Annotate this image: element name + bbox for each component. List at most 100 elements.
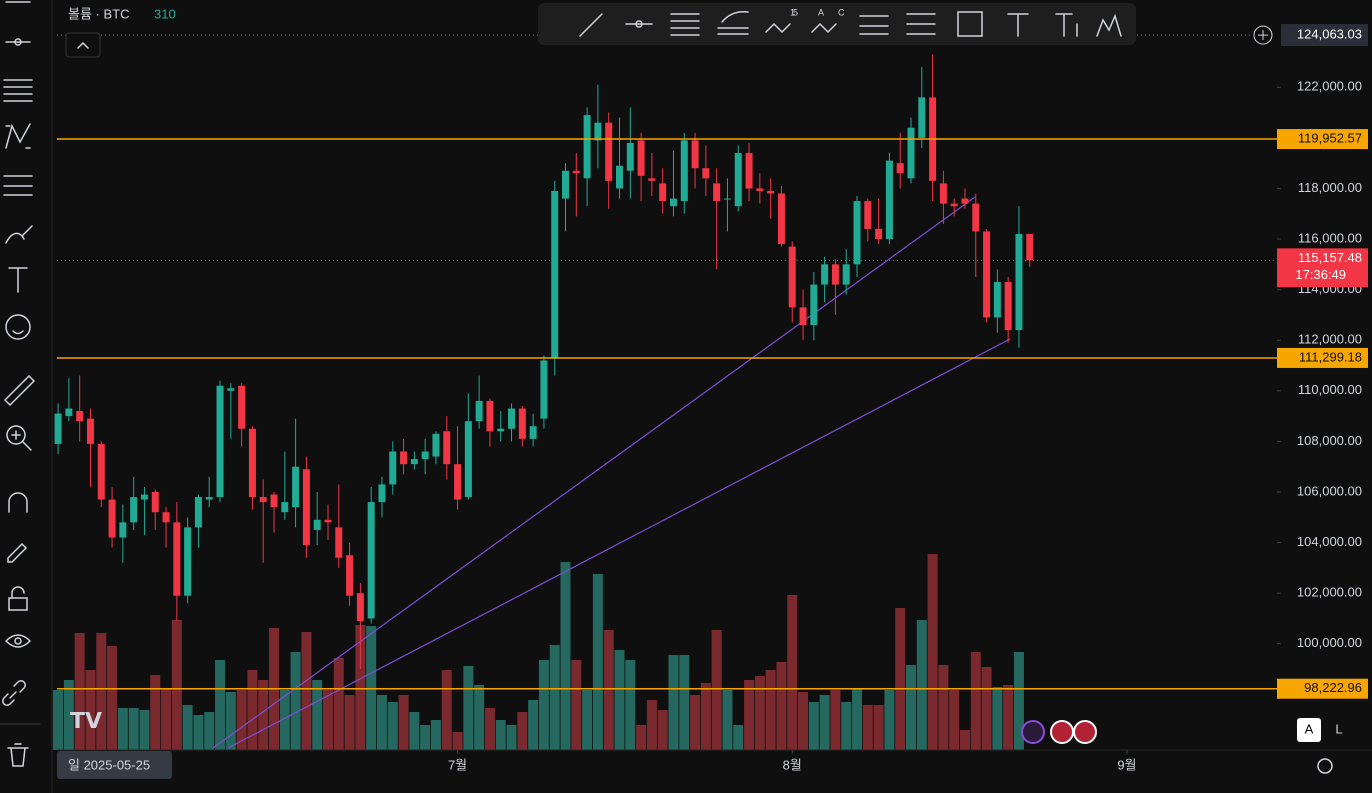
- volume-bar: [787, 595, 798, 750]
- volume-bar: [1003, 685, 1014, 750]
- y-tick-label: 100,000.00: [1297, 635, 1362, 650]
- candle-body: [205, 497, 213, 500]
- volume-bar: [949, 690, 960, 750]
- volume-bar: [711, 630, 722, 750]
- x-tick-label: 8월: [783, 757, 802, 772]
- y-tick-label: 104,000.00: [1297, 534, 1362, 549]
- legend-label: 볼륨 · BTC: [68, 6, 129, 21]
- candle-body: [659, 183, 667, 202]
- volume-bar: [700, 683, 711, 750]
- candle-body: [130, 497, 138, 523]
- volume-bar: [258, 680, 269, 750]
- y-tick-label: 122,000.00: [1297, 79, 1362, 94]
- candle-body: [788, 246, 796, 308]
- candle-body: [475, 400, 483, 422]
- candle-body: [464, 421, 472, 498]
- volume-bar: [107, 646, 118, 750]
- volume-bar: [150, 675, 161, 750]
- volume-bar: [625, 660, 636, 750]
- toolbar-mark: A: [818, 7, 824, 17]
- candle-body: [421, 451, 429, 460]
- toolbar-mark: C: [838, 7, 845, 17]
- y-tick-label: 112,000.00: [1298, 332, 1362, 347]
- volume-bar: [538, 660, 549, 750]
- candle-body: [432, 433, 440, 457]
- y-tick-label: 106,000.00: [1297, 483, 1362, 498]
- add-button[interactable]: [1253, 25, 1273, 45]
- settings-icon[interactable]: [1317, 758, 1333, 774]
- event-icon[interactable]: [1073, 720, 1097, 744]
- candle-body: [108, 499, 116, 538]
- volume-bar: [765, 670, 776, 750]
- volume-bar: [301, 632, 312, 750]
- trend-line: [212, 196, 976, 749]
- volume-bar: [495, 720, 506, 750]
- candle-body: [54, 413, 62, 444]
- volume-bar: [592, 574, 603, 750]
- volume-bar: [63, 680, 74, 750]
- price-label-box: [1277, 678, 1368, 699]
- candle-body: [605, 122, 613, 181]
- candle-body: [896, 163, 904, 174]
- volume-bar: [322, 690, 333, 750]
- volume-bar: [992, 687, 1003, 750]
- candle-body: [302, 469, 310, 546]
- candle-body: [626, 142, 634, 171]
- volume-bar: [938, 665, 949, 750]
- candle-body: [65, 408, 73, 417]
- candle-body: [151, 491, 159, 513]
- volume-bar: [798, 692, 809, 750]
- volume-bar: [776, 662, 787, 750]
- candle-body: [540, 360, 548, 419]
- candle-body: [637, 140, 645, 176]
- crosshair-box: [1281, 24, 1368, 47]
- tool-icons[interactable]: [0, 1, 41, 767]
- volume-bar: [916, 620, 927, 750]
- volume-bar: [204, 712, 215, 750]
- x-tick-label: 9월: [1117, 757, 1136, 772]
- auto-button[interactable]: [1297, 718, 1321, 742]
- legend-value: 310: [154, 6, 176, 21]
- volume-bar: [117, 708, 128, 750]
- candle-body: [939, 183, 947, 204]
- collapse-button[interactable]: [65, 32, 101, 58]
- candle-body: [853, 201, 861, 265]
- candle-body: [76, 411, 84, 422]
- volume-bar: [517, 712, 528, 750]
- volume-bar: [819, 695, 830, 750]
- event-icon[interactable]: [1050, 720, 1074, 744]
- price-label-box: [1277, 347, 1368, 368]
- volume-bar: [636, 725, 647, 750]
- candle-body: [756, 188, 764, 191]
- countdown: 17:36:49: [1295, 267, 1346, 282]
- volume-bar: [981, 667, 992, 750]
- volume-bar: [657, 710, 668, 750]
- crosshair-label: 124,063.03: [1297, 27, 1362, 42]
- log-label[interactable]: L: [1335, 721, 1342, 736]
- candle-body: [885, 160, 893, 240]
- candle-body: [562, 170, 570, 199]
- candle-body: [270, 494, 278, 508]
- volume-bar: [668, 655, 679, 750]
- candle-body: [669, 198, 677, 207]
- volume-bar: [895, 608, 906, 750]
- last-price-box: [1277, 248, 1368, 288]
- volume-bar: [506, 725, 517, 750]
- candle-body: [594, 122, 602, 141]
- candle-body: [367, 502, 375, 619]
- candle-body: [173, 522, 181, 596]
- candle-body: [356, 593, 364, 621]
- volume-bar: [959, 730, 970, 750]
- candle-body: [821, 264, 829, 285]
- candle-body: [454, 464, 462, 500]
- toolbar-icons[interactable]: [579, 10, 1122, 37]
- toolbar-mark: 1: [790, 7, 795, 17]
- event-icon[interactable]: [1021, 720, 1045, 744]
- candle-body: [184, 527, 192, 596]
- volume-bar: [906, 665, 916, 750]
- y-tick-label: 118,000.00: [1298, 180, 1362, 195]
- volume-bar: [646, 700, 657, 750]
- price-label: 119,952.57: [1298, 130, 1362, 145]
- candle-body: [97, 443, 105, 500]
